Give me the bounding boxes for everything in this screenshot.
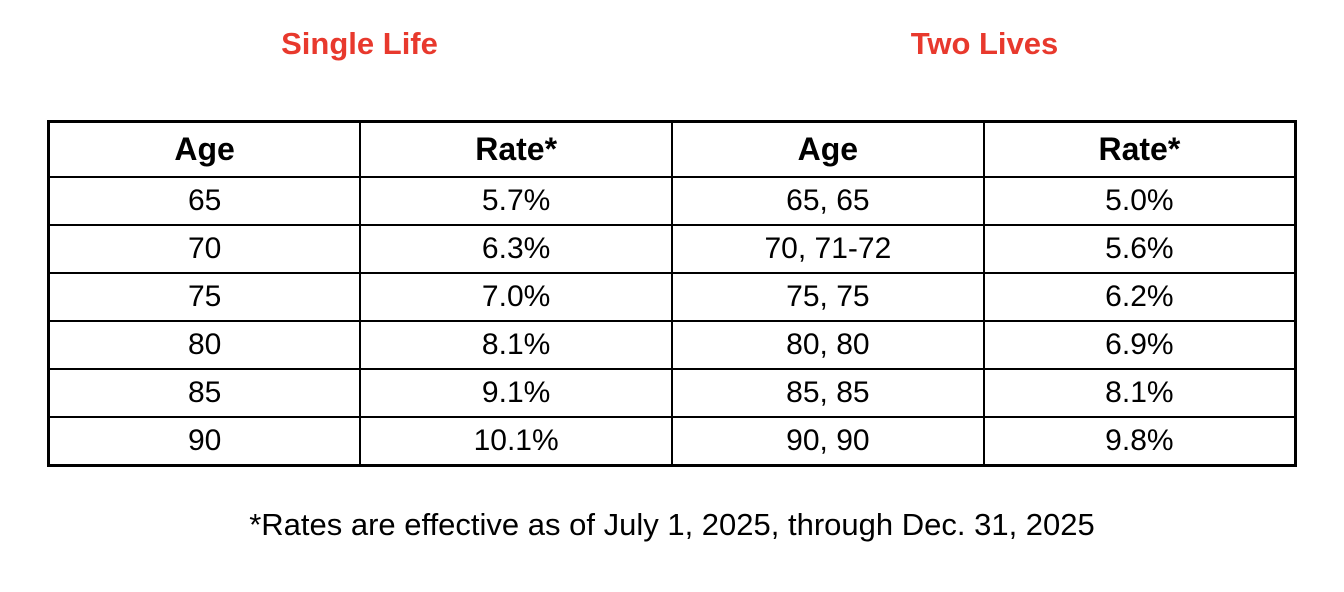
table-cell: 8.1% (982, 368, 1297, 418)
table-cell: 85 (47, 368, 362, 418)
table-cell: 70 (47, 224, 362, 274)
table-row: 85 9.1% 85, 85 8.1% (47, 368, 1297, 418)
table-cell: 9.8% (982, 416, 1297, 467)
table-cell: 75 (47, 272, 362, 322)
rates-table-body: 65 5.7% 65, 65 5.0% 70 6.3% 70, 71-72 5.6% 75 7.0… (47, 176, 1297, 467)
column-header: Rate* (359, 120, 673, 178)
table-cell: 65 (47, 176, 362, 226)
rates-footnote: *Rates are effective as of July 1, 2025,… (249, 507, 1095, 542)
section-headings: Single Life Two Lives (47, 26, 1297, 62)
two-lives-heading: Two Lives (910, 26, 1059, 61)
table-cell: 70, 71-72 (671, 224, 985, 274)
table-cell: 6.3% (359, 224, 673, 274)
column-header: Age (671, 120, 985, 178)
table-cell: 6.9% (982, 320, 1297, 370)
table-cell: 10.1% (359, 416, 673, 467)
rates-table-header: Age Rate* Age Rate* (47, 120, 1297, 178)
table-cell: 6.2% (982, 272, 1297, 322)
header-row: Age Rate* Age Rate* (47, 120, 1297, 178)
table-cell: 7.0% (359, 272, 673, 322)
table-row: 90 10.1% 90, 90 9.8% (47, 416, 1297, 467)
table-row: 75 7.0% 75, 75 6.2% (47, 272, 1297, 322)
column-header: Age (47, 120, 362, 178)
table-cell: 5.0% (982, 176, 1297, 226)
table-cell: 8.1% (359, 320, 673, 370)
table-cell: 90 (47, 416, 362, 467)
table-cell: 5.6% (982, 224, 1297, 274)
table-row: 80 8.1% 80, 80 6.9% (47, 320, 1297, 370)
single-life-heading: Single Life (281, 26, 438, 61)
table-row: 65 5.7% 65, 65 5.0% (47, 176, 1297, 226)
table-cell: 80, 80 (671, 320, 985, 370)
table-row: 70 6.3% 70, 71-72 5.6% (47, 224, 1297, 274)
table-cell: 75, 75 (671, 272, 985, 322)
table-cell: 85, 85 (671, 368, 985, 418)
table-cell: 65, 65 (671, 176, 985, 226)
table-cell: 9.1% (359, 368, 673, 418)
table-cell: 80 (47, 320, 362, 370)
column-header: Rate* (982, 120, 1297, 178)
rates-table: Age Rate* Age Rate* 65 5.7% 65, 65 5.0% 70 6.3% 7… (47, 120, 1297, 467)
table-cell: 5.7% (359, 176, 673, 226)
table-cell: 90, 90 (671, 416, 985, 467)
